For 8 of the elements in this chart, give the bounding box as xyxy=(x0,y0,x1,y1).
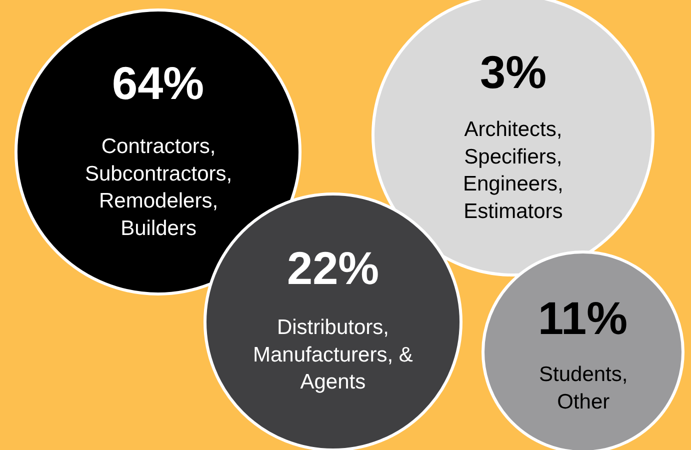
data-label: 22% xyxy=(287,242,380,294)
category-label: Architects, Specifiers, Engineers, Estimators xyxy=(463,118,564,223)
data-label: 64% xyxy=(112,57,204,109)
data-label: 11% xyxy=(538,292,628,344)
category-label: Students, Other xyxy=(539,363,628,414)
category-label: Contractors, Subcontractors, Remodelers, Builders xyxy=(85,135,232,240)
category-label: Distributors, Manufacturers, & Agents xyxy=(253,316,413,394)
data-label: 3% xyxy=(480,46,546,98)
